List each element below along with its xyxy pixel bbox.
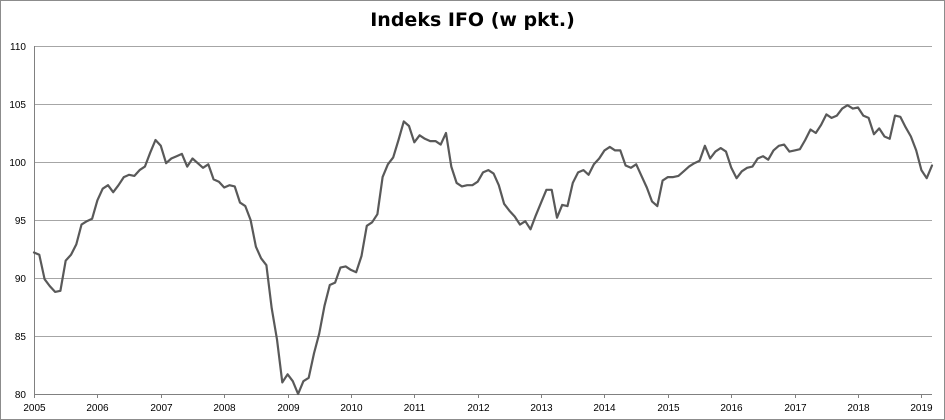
x-tick-label: 2011 <box>404 403 426 414</box>
y-tick-labels: 80 85 90 95 100 105 110 <box>9 42 26 401</box>
x-tick-label: 2010 <box>340 403 363 414</box>
x-tick-label: 2015 <box>657 403 680 414</box>
y-tick-label: 105 <box>9 100 26 111</box>
x-tick-label: 2005 <box>23 403 46 414</box>
y-tick-label: 110 <box>10 42 26 53</box>
x-tick-label: 2012 <box>467 403 490 414</box>
x-tick-label: 2017 <box>784 403 807 414</box>
y-tick-label: 100 <box>9 158 26 169</box>
x-tick-label: 2013 <box>530 403 553 414</box>
x-tick-label: 2008 <box>213 403 236 414</box>
series <box>32 104 934 396</box>
x-tick-label: 2019 <box>910 403 933 414</box>
gridlines <box>34 46 932 337</box>
axes <box>34 46 932 398</box>
y-tick-label: 80 <box>15 390 27 401</box>
chart-title: Indeks IFO (w pkt.) <box>370 9 575 31</box>
y-tick-label: 85 <box>15 332 27 343</box>
x-tick-label: 2018 <box>847 403 870 414</box>
y-tick-label: 95 <box>15 216 27 227</box>
x-tick-label: 2014 <box>593 403 616 414</box>
x-tick-label: 2016 <box>720 403 743 414</box>
x-tick-label: 2007 <box>150 403 173 414</box>
x-tick-label: 2006 <box>86 403 109 414</box>
y-tick-label: 90 <box>15 274 27 285</box>
series-line <box>32 104 934 396</box>
x-tick-label: 2009 <box>277 403 300 414</box>
x-tick-labels: 2005 2006 2007 2008 2009 2010 2011 2012 2013 2014… <box>23 403 933 414</box>
